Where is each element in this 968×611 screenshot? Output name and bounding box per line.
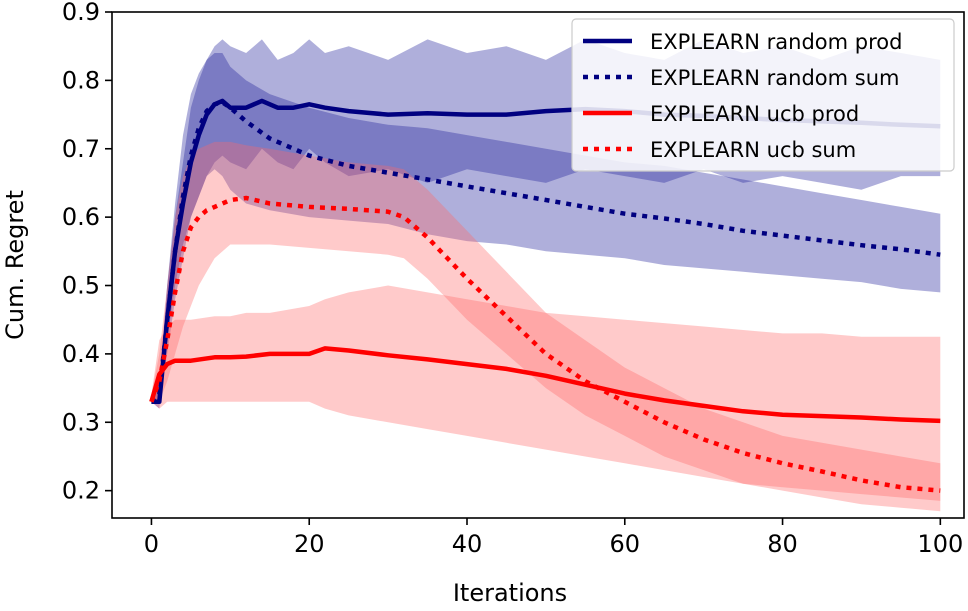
x-tick-label: 80	[767, 530, 798, 558]
legend-label-explearn-random-sum: EXPLEARN random sum	[650, 66, 899, 90]
legend-label-explearn-random-prod: EXPLEARN random prod	[650, 30, 902, 54]
x-axis-label: Iterations	[453, 579, 567, 607]
band-explearn-ucb-prod	[151, 285, 941, 501]
plot-frame	[111, 11, 965, 519]
x-axis: 0 20 40 60 80 100	[144, 518, 963, 558]
line-explearn-ucb-prod	[149, 346, 941, 424]
x-tick-label: 60	[610, 530, 641, 558]
y-tick-label: 0.3	[62, 408, 100, 436]
y-tick-label: 0.4	[62, 340, 100, 368]
line-explearn-random-sum	[149, 100, 941, 404]
line-explearn-ucb-sum	[149, 195, 941, 493]
legend-label-explearn-ucb-sum: EXPLEARN ucb sum	[650, 138, 856, 162]
x-tick-label: 40	[452, 530, 483, 558]
y-tick-label: 0.2	[62, 477, 100, 505]
y-tick-label: 0.5	[62, 272, 100, 300]
y-tick-label: 0.7	[62, 135, 100, 163]
band-explearn-ucb-sum	[151, 141, 941, 512]
x-tick-label: 0	[144, 530, 159, 558]
legend: EXPLEARN random prod EXPLEARN random sum E…	[571, 18, 955, 172]
y-axis-label: Cum. Regret	[1, 190, 29, 340]
y-tick-label: 0.8	[62, 66, 100, 94]
x-tick-label: 20	[294, 530, 325, 558]
y-tick-label: 0.6	[62, 203, 100, 231]
legend-label-explearn-ucb-prod: EXPLEARN ucb prod	[650, 102, 859, 126]
legend-box	[571, 18, 955, 172]
y-tick-label: 0.9	[62, 0, 100, 26]
y-axis: 0.2 0.3 0.4 0.5 0.6 0.7 0.8 0.9	[62, 0, 112, 505]
band-explearn-random-sum	[151, 53, 941, 402]
x-tick-label: 100	[917, 530, 963, 558]
